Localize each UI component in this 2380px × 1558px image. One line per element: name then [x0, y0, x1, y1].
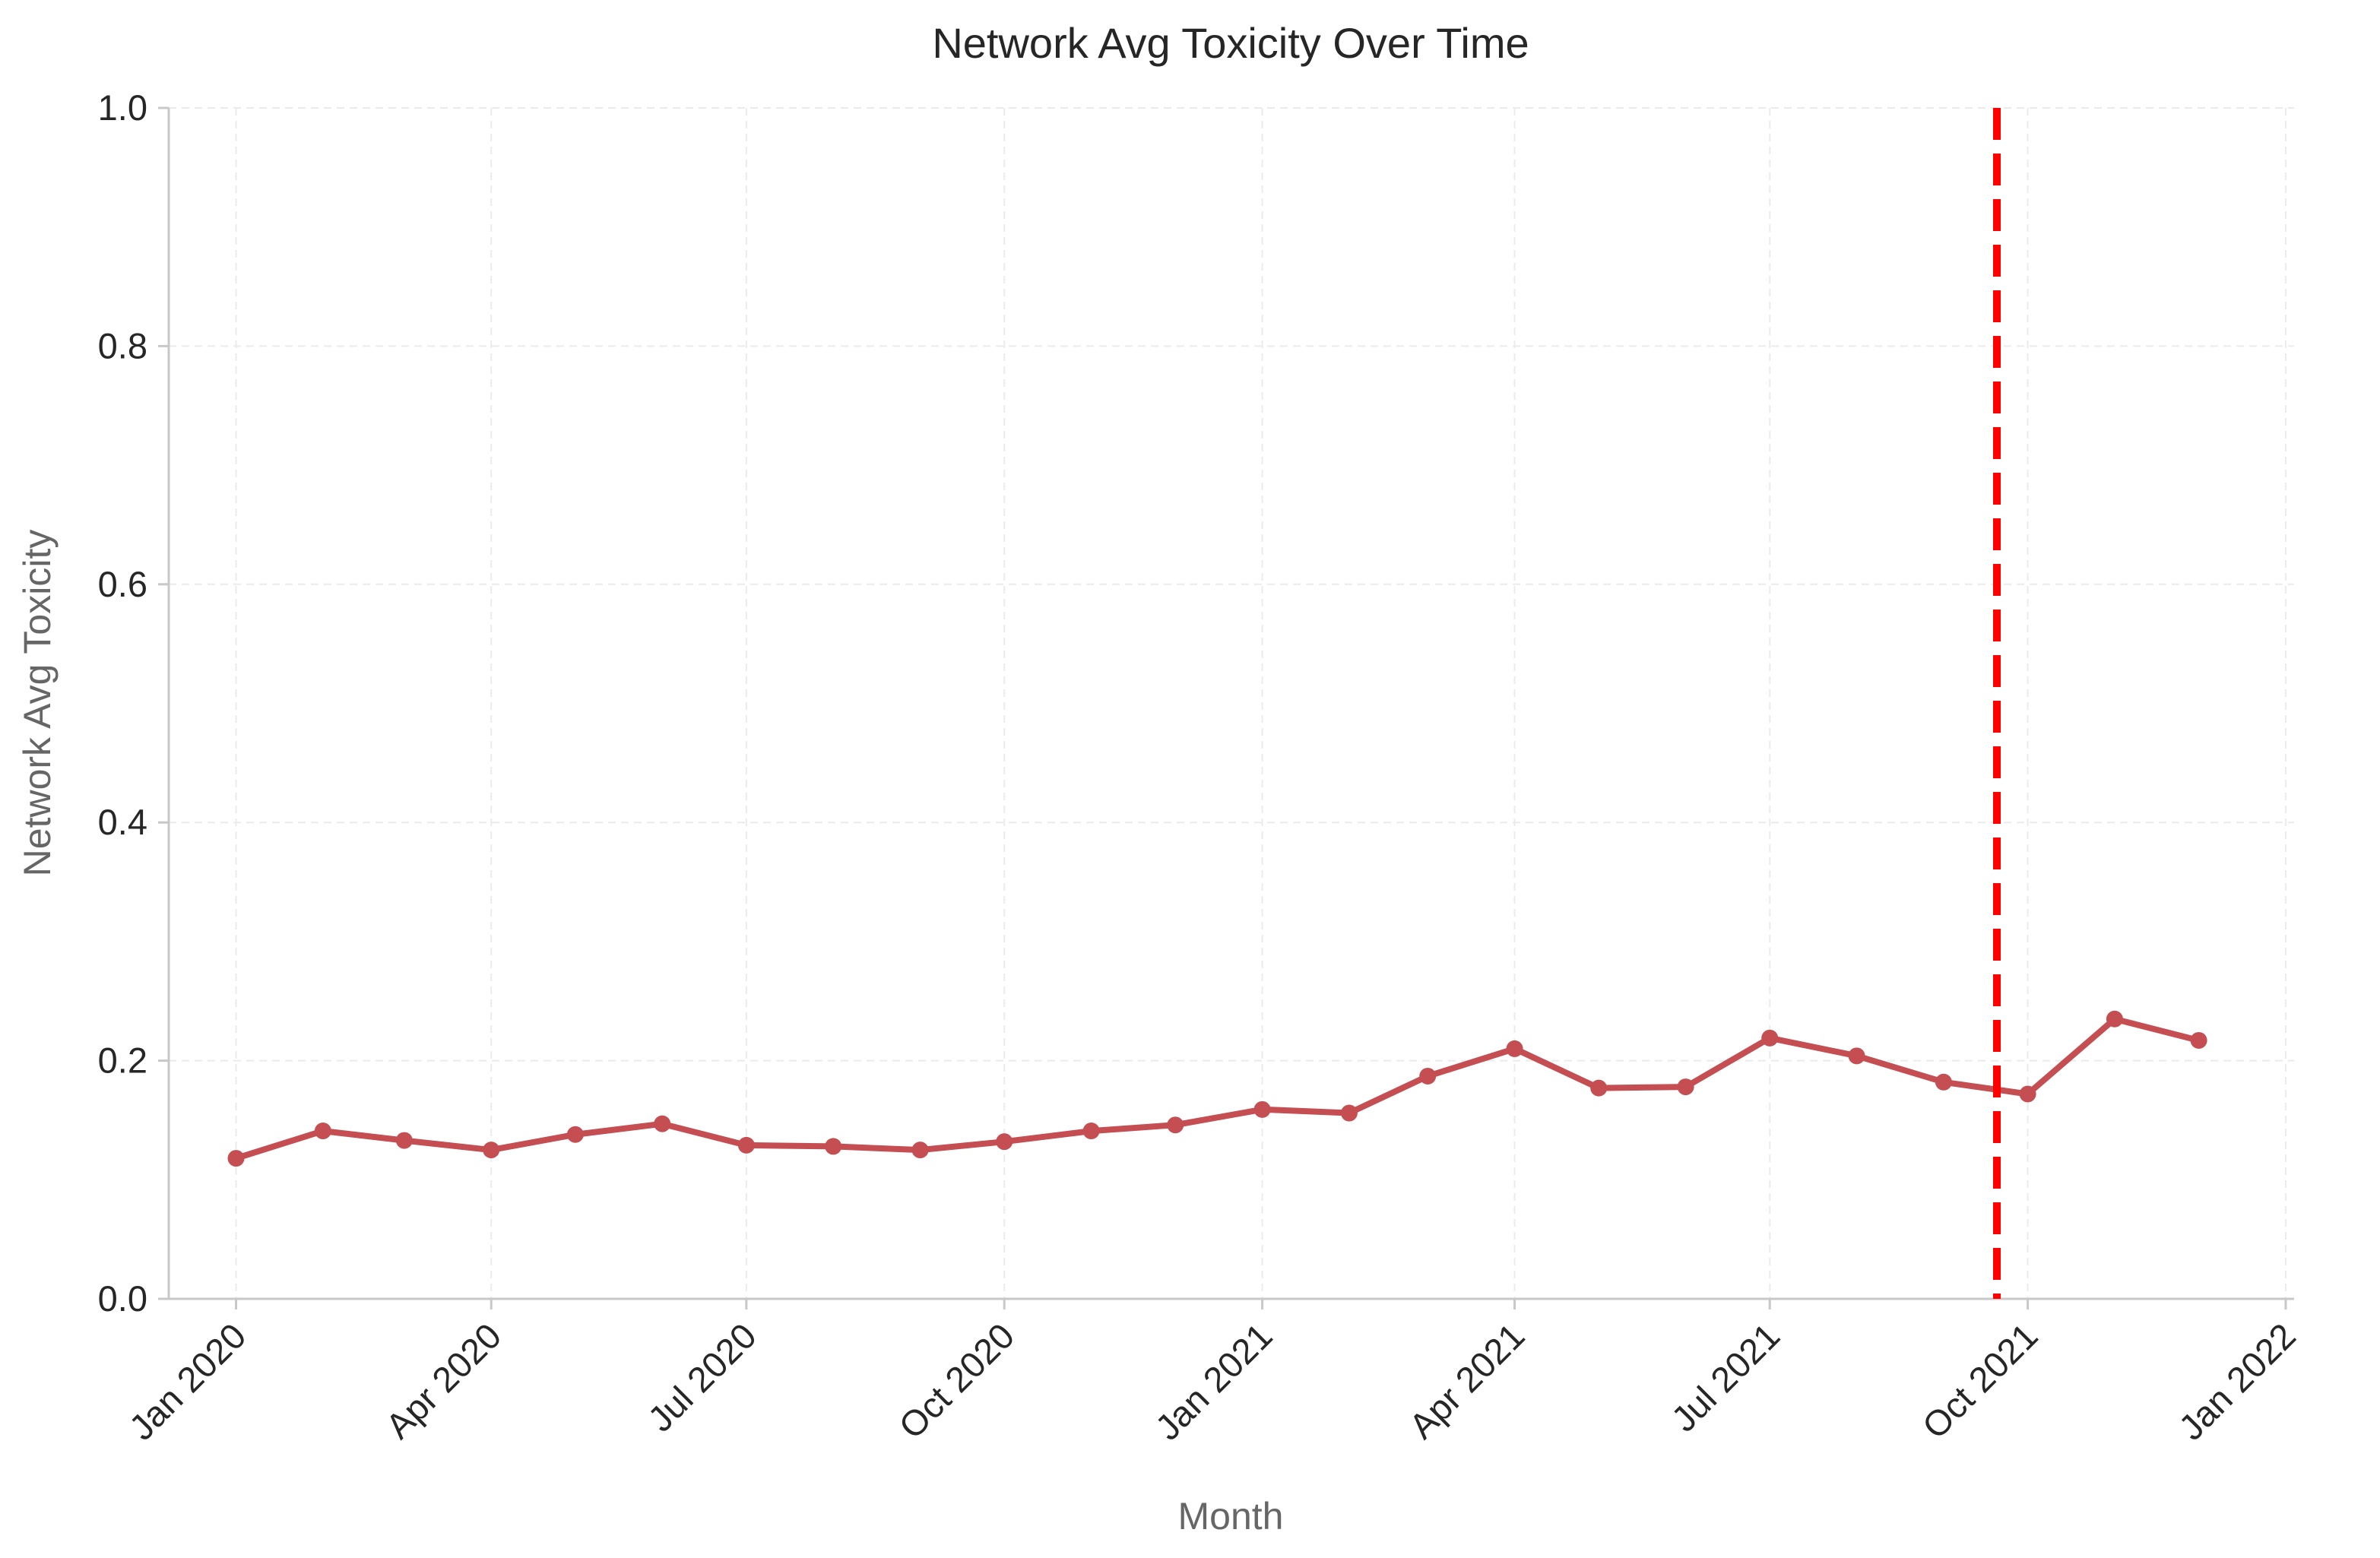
data-point — [566, 1126, 584, 1143]
data-point — [1419, 1067, 1437, 1085]
y-tick-label: 0.2 — [98, 1040, 147, 1081]
y-tick-label: 1.0 — [98, 87, 147, 128]
data-point — [825, 1138, 842, 1155]
data-point — [1082, 1123, 1100, 1140]
data-point — [1167, 1116, 1184, 1134]
data-point — [314, 1123, 331, 1140]
y-tick-label: 0.4 — [98, 802, 147, 842]
data-point — [1506, 1040, 1523, 1057]
data-point — [227, 1150, 245, 1167]
data-point — [483, 1142, 500, 1159]
y-axis-label: Network Avg Toxicity — [16, 530, 59, 877]
data-point — [395, 1132, 413, 1149]
data-point — [996, 1133, 1013, 1151]
data-point — [1761, 1029, 1779, 1047]
data-point — [2190, 1031, 2207, 1049]
chart-title: Network Avg Toxicity Over Time — [932, 19, 1529, 67]
data-point — [2106, 1010, 2123, 1028]
data-point — [1848, 1047, 1865, 1065]
y-ticks: 0.0 0.2 0.4 0.6 0.8 1.0 — [98, 87, 169, 1319]
y-tick-label: 0.6 — [98, 564, 147, 604]
data-point — [1340, 1104, 1358, 1122]
data-point — [737, 1136, 755, 1154]
y-tick-label: 0.0 — [98, 1278, 147, 1319]
axes — [167, 108, 2294, 1300]
data-point — [1590, 1079, 1608, 1097]
data-point — [911, 1142, 929, 1159]
data-point — [1935, 1073, 1952, 1091]
data-point — [2019, 1085, 2036, 1103]
data-point — [1253, 1100, 1271, 1118]
data-point — [1677, 1078, 1694, 1096]
x-axis-label: Month — [1178, 1495, 1284, 1537]
y-tick-label: 0.8 — [98, 325, 147, 366]
grid — [169, 107, 2294, 1300]
data-point — [654, 1115, 671, 1132]
series — [227, 1010, 2207, 1167]
series-line — [233, 1015, 2202, 1162]
